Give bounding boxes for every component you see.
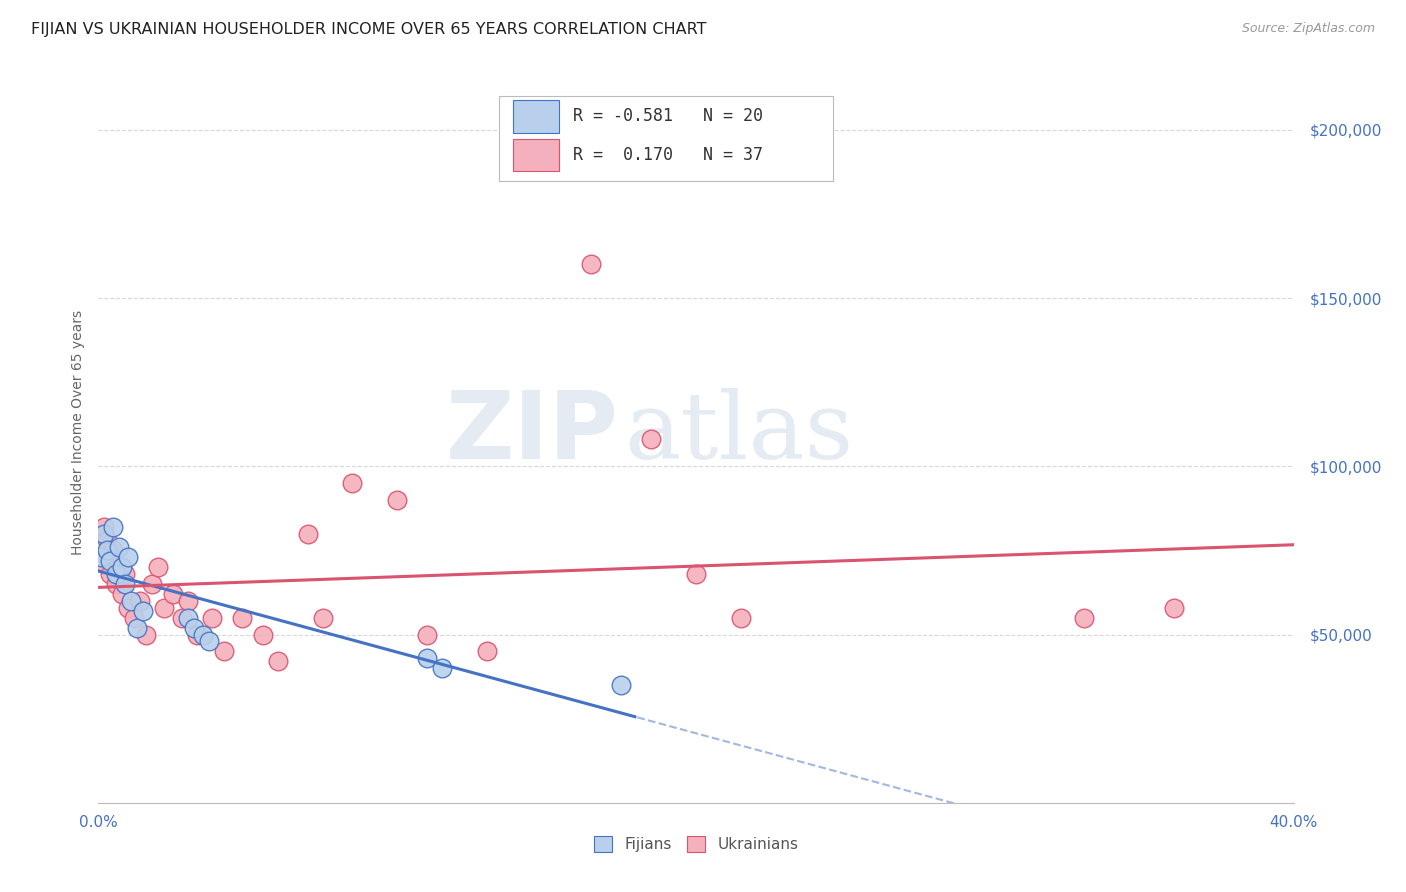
Point bbox=[96, 543, 118, 558]
Point bbox=[108, 560, 131, 574]
Point bbox=[212, 644, 235, 658]
Point bbox=[153, 600, 176, 615]
Point bbox=[98, 566, 122, 581]
Point bbox=[103, 520, 125, 534]
Point bbox=[148, 560, 170, 574]
Point bbox=[141, 577, 163, 591]
Point bbox=[685, 566, 707, 581]
Y-axis label: Householder Income Over 65 years: Householder Income Over 65 years bbox=[70, 310, 84, 555]
Point bbox=[581, 257, 603, 271]
Point bbox=[475, 644, 498, 658]
Point bbox=[186, 627, 208, 641]
Point bbox=[177, 594, 200, 608]
FancyBboxPatch shape bbox=[513, 138, 558, 171]
Point bbox=[120, 594, 142, 608]
Point bbox=[416, 627, 439, 641]
Point bbox=[114, 577, 136, 591]
Text: FIJIAN VS UKRAINIAN HOUSEHOLDER INCOME OVER 65 YEARS CORRELATION CHART: FIJIAN VS UKRAINIAN HOUSEHOLDER INCOME O… bbox=[31, 22, 706, 37]
Text: atlas: atlas bbox=[624, 388, 853, 477]
Point bbox=[342, 476, 364, 491]
Text: R =  0.170   N = 37: R = 0.170 N = 37 bbox=[572, 146, 763, 164]
Point bbox=[198, 634, 221, 648]
Point bbox=[730, 610, 752, 624]
Point bbox=[90, 550, 112, 565]
Point bbox=[1163, 600, 1185, 615]
Point bbox=[105, 577, 128, 591]
Point bbox=[108, 540, 131, 554]
Point bbox=[117, 600, 139, 615]
Point bbox=[93, 526, 115, 541]
Point bbox=[297, 526, 319, 541]
Point bbox=[191, 627, 214, 641]
Point bbox=[183, 621, 205, 635]
Point bbox=[162, 587, 184, 601]
Point bbox=[610, 678, 633, 692]
Point bbox=[98, 553, 122, 567]
Text: R = -0.581   N = 20: R = -0.581 N = 20 bbox=[572, 108, 763, 126]
Point bbox=[172, 610, 194, 624]
Point bbox=[96, 533, 118, 548]
Point bbox=[127, 621, 149, 635]
Point bbox=[132, 604, 155, 618]
Point bbox=[1073, 610, 1095, 624]
Point bbox=[114, 566, 136, 581]
Point bbox=[90, 553, 112, 567]
Point bbox=[117, 550, 139, 565]
Point bbox=[177, 610, 200, 624]
Point bbox=[640, 433, 662, 447]
Point bbox=[105, 566, 128, 581]
FancyBboxPatch shape bbox=[513, 100, 558, 133]
Point bbox=[129, 594, 152, 608]
Point bbox=[103, 543, 125, 558]
Point bbox=[201, 610, 224, 624]
FancyBboxPatch shape bbox=[499, 95, 834, 181]
Point bbox=[111, 560, 134, 574]
Point bbox=[135, 627, 157, 641]
Text: Source: ZipAtlas.com: Source: ZipAtlas.com bbox=[1241, 22, 1375, 36]
Point bbox=[416, 651, 439, 665]
Point bbox=[385, 492, 409, 507]
Point bbox=[430, 661, 453, 675]
Point bbox=[311, 610, 333, 624]
Point bbox=[252, 627, 274, 641]
Point bbox=[124, 610, 146, 624]
Point bbox=[231, 610, 253, 624]
Point bbox=[111, 587, 134, 601]
Legend: Fijians, Ukrainians: Fijians, Ukrainians bbox=[588, 830, 804, 858]
Text: ZIP: ZIP bbox=[446, 386, 619, 479]
Point bbox=[93, 520, 115, 534]
Point bbox=[267, 655, 290, 669]
